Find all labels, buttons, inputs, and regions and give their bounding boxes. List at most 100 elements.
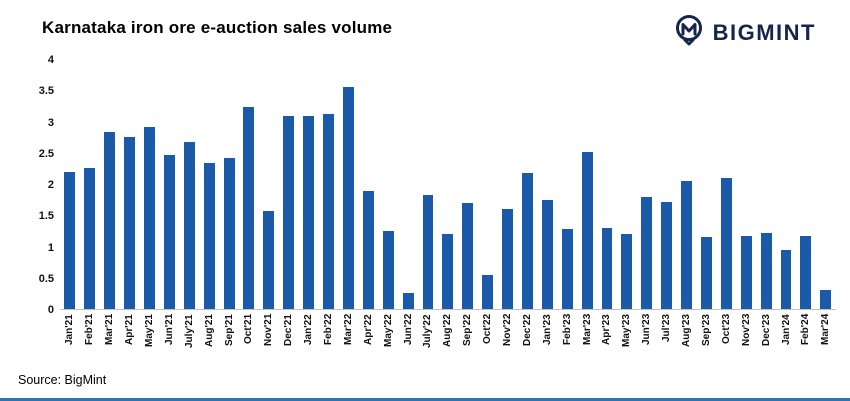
x-tick-label: July'21: [183, 314, 195, 348]
x-tick-slot: Jun'21: [159, 314, 179, 366]
bar-slot: [100, 60, 120, 309]
x-tick-label: Jan'21: [64, 314, 76, 345]
bar-Apr'23: [601, 228, 613, 309]
x-tick-label: Oct'23: [720, 314, 732, 345]
bar-Mar'23: [581, 152, 593, 309]
bar-Jan'21: [64, 172, 76, 309]
x-tick-slot: Mar'21: [100, 314, 120, 366]
x-tick-label: Oct'21: [243, 314, 255, 345]
bar-slot: [498, 60, 518, 309]
x-tick-label: Nov'22: [502, 314, 514, 347]
x-tick-label: Mar'23: [581, 314, 593, 346]
bar-Sep'23: [700, 237, 712, 309]
x-tick-label: Dec'21: [283, 314, 295, 346]
x-tick-slot: Dec'21: [279, 314, 299, 366]
bar-slot: [319, 60, 339, 309]
x-tick-slot: Jan'21: [60, 314, 80, 366]
x-tick-slot: Mar'22: [338, 314, 358, 366]
x-tick-label: Jun'22: [402, 314, 414, 346]
x-tick-slot: Oct'23: [716, 314, 736, 366]
bar-slot: [517, 60, 537, 309]
x-tick-label: Sep'21: [223, 314, 235, 346]
x-tick-label: Apr'22: [362, 314, 374, 345]
bar-Nov'21: [263, 211, 275, 309]
x-tick-label: July'22: [422, 314, 434, 348]
bar-Nov'22: [502, 209, 513, 309]
chart-title: Karnataka iron ore e-auction sales volum…: [42, 18, 393, 37]
bar-slot: [657, 60, 677, 309]
x-tick-slot: Dec'22: [517, 314, 537, 366]
bigmint-logo-text: BIGMINT: [712, 19, 816, 45]
bar-Sep'21: [223, 157, 235, 309]
bigmint-logo: BIGMINT: [672, 13, 816, 52]
x-tick-slot: Feb'21: [80, 314, 100, 366]
x-tick-slot: Dec'23: [756, 314, 776, 366]
bar-slot: [159, 60, 179, 309]
x-tick-label: Dec'22: [521, 314, 533, 346]
bottom-accent-line: [0, 398, 850, 401]
bar-slot: [438, 60, 458, 309]
x-tick-slot: Jan'23: [537, 314, 557, 366]
x-tick-label: Dec'23: [760, 314, 772, 346]
bar-slot: [677, 60, 697, 309]
bar-slot: [816, 60, 836, 309]
x-tick-label: Feb'23: [561, 314, 573, 346]
x-tick-label: Jun'23: [641, 314, 653, 346]
x-tick-slot: Feb'23: [557, 314, 577, 366]
bar-slot: [458, 60, 478, 309]
y-tick-label: 4: [47, 54, 54, 66]
bar-Mar'22: [342, 86, 354, 309]
x-tick-slot: Sep'21: [219, 314, 239, 366]
y-tick-label: 2.5: [38, 147, 54, 160]
bar-slot: [537, 60, 557, 309]
x-tick-slot: July'22: [418, 314, 438, 366]
x-tick-label: Mar'24: [820, 314, 832, 346]
bar-slot: [60, 60, 80, 309]
bar-slot: [199, 60, 219, 309]
x-tick-slot: Apr'23: [597, 314, 617, 366]
bar-slot: [617, 60, 637, 309]
bar-Nov'23: [740, 236, 752, 309]
x-tick-slot: Apr'22: [358, 314, 378, 366]
x-tick-slot: May'21: [140, 314, 160, 366]
y-tick-label: 0.5: [38, 272, 54, 285]
bar-slot: [637, 60, 657, 309]
x-tick-label: Aug'22: [442, 314, 454, 347]
bar-Aug'23: [681, 181, 693, 309]
bar-slot: [80, 60, 100, 309]
bar-Oct'21: [243, 106, 255, 309]
chart: 0 0.5 1 1.5 2 2.5 3 3.5 4 Jan'21 Feb'21 Mar'21 Apr'…: [0, 50, 850, 366]
y-tick-label: 0: [47, 304, 54, 316]
bar-Apr'21: [124, 136, 136, 309]
x-tick-slot: May'23: [617, 314, 637, 366]
x-tick-label: Sep'23: [700, 314, 712, 346]
x-axis-labels: Jan'21 Feb'21 Mar'21 Apr'21 May'21 Jun'21 July…: [60, 314, 836, 366]
bar-slot: [697, 60, 717, 309]
bar-Jan'22: [303, 116, 315, 309]
x-tick-slot: Jul'23: [657, 314, 677, 366]
y-tick-label: 3: [47, 116, 54, 129]
bar-slot: [736, 60, 756, 309]
x-tick-label: May'22: [382, 314, 394, 347]
bar-slot: [259, 60, 279, 309]
bar-slot: [577, 60, 597, 309]
bar-Jun'21: [163, 154, 175, 309]
bar-Feb'22: [323, 114, 334, 309]
bar-Feb'24: [800, 236, 812, 309]
x-tick-slot: Sep'22: [458, 314, 478, 366]
bar-Jun'22: [402, 293, 414, 309]
y-axis: 0 0.5 1 1.5 2 2.5 3 3.5 4: [26, 54, 60, 316]
bar-Feb'21: [84, 167, 96, 309]
x-tick-slot: Aug'22: [438, 314, 458, 366]
x-tick-label: Feb'21: [84, 314, 96, 346]
bar-Mar'24: [820, 290, 832, 309]
bar-May'21: [144, 126, 155, 309]
x-tick-label: Apr'21: [124, 314, 136, 345]
bar-slot: [597, 60, 617, 309]
bar-slot: [140, 60, 160, 309]
bar-slot: [179, 60, 199, 309]
x-tick-slot: May'22: [378, 314, 398, 366]
x-tick-label: Nov'21: [263, 314, 275, 347]
bar-May'22: [382, 231, 394, 309]
bar-Jun'23: [641, 196, 653, 309]
